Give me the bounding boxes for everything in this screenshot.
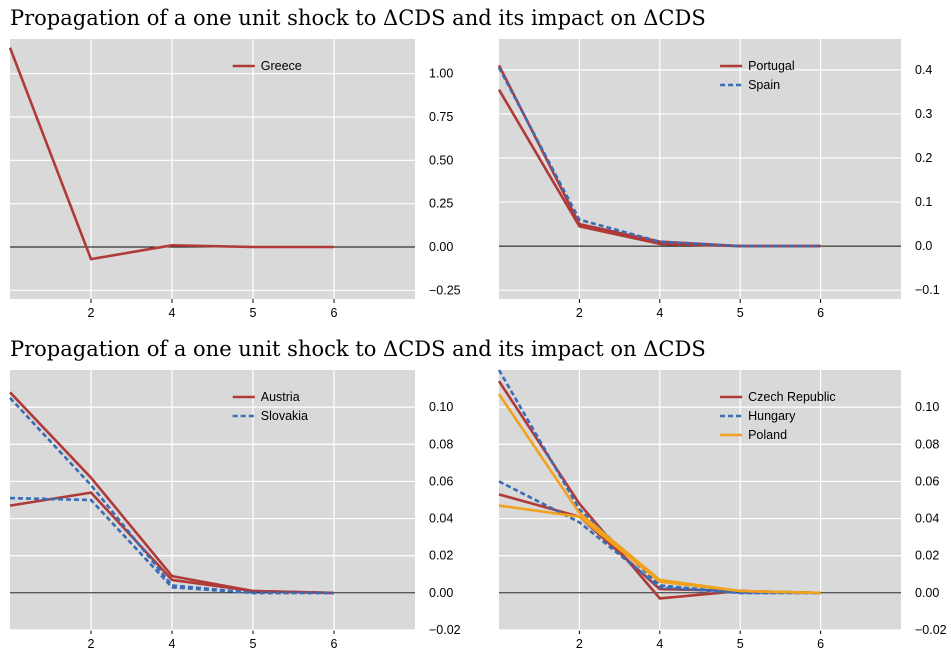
y-tick-label: 0.4	[915, 63, 932, 77]
legend-label: Slovakia	[261, 409, 308, 423]
plot-background	[499, 39, 901, 299]
y-tick-label: 0.00	[915, 586, 939, 600]
x-tick-label: 2	[88, 637, 95, 651]
y-tick-label: −0.02	[915, 623, 947, 637]
y-tick-label: 0.00	[429, 240, 453, 254]
series-line-poland	[498, 504, 821, 595]
x-tick-label: 6	[817, 306, 824, 320]
y-tick-label: 0.00	[429, 586, 453, 600]
y-tick-label: 0.08	[429, 437, 453, 451]
y-tick-label: 0.75	[429, 110, 453, 124]
y-tick-label: −0.1	[915, 283, 940, 297]
legend-label: Spain	[748, 78, 780, 92]
x-tick-label: 4	[656, 306, 663, 320]
section-title-bottom: Propagation of a one unit shock to ΔCDS …	[10, 337, 706, 361]
chart-czech-hungary-poland: 2 4 5 6 0.10 0.08 0.06 0.04 0.02 0.00 −0.02 Czech R…	[497, 369, 947, 651]
y-tick-label: 0.02	[429, 549, 453, 563]
x-tick-label: 5	[737, 637, 744, 651]
y-tick-label: 0.06	[429, 474, 453, 488]
y-tick-label: 0.04	[429, 512, 453, 526]
legend-label: Czech Republic	[748, 390, 836, 404]
y-tick-label: 0.3	[915, 107, 932, 121]
chart-greece: 2 4 5 6 1.00 0.75 0.50 0.25 0.00 −0.25 Greece	[8, 39, 461, 320]
y-tick-label: 0.0	[915, 239, 932, 253]
y-tick-label: 0.1	[915, 195, 932, 209]
legend-label: Austria	[261, 390, 300, 404]
x-tick-label: 5	[737, 306, 744, 320]
legend-label: Greece	[261, 59, 302, 73]
x-tick-label: 4	[169, 637, 176, 651]
x-tick-label: 5	[250, 637, 257, 651]
series-line-spain	[497, 66, 821, 248]
x-tick-label: 2	[88, 306, 95, 320]
y-tick-label: 1.00	[429, 67, 453, 81]
y-tick-label: 0.04	[915, 512, 939, 526]
x-tick-label: 4	[656, 637, 663, 651]
legend-label: Portugal	[748, 59, 795, 73]
x-tick-label: 6	[331, 306, 338, 320]
y-tick-label: 0.08	[915, 437, 939, 451]
y-tick-label: 0.02	[915, 549, 939, 563]
y-tick-label: −0.02	[429, 623, 461, 637]
y-tick-label: 0.06	[915, 474, 939, 488]
series-line-slovakia	[9, 496, 334, 595]
x-tick-label: 6	[817, 637, 824, 651]
chart-portugal-spain: 2 4 5 6 0.4 0.3 0.2 0.1 0.0 −0.1 Portugal Spain	[497, 39, 940, 320]
y-tick-label: 0.10	[915, 400, 939, 414]
y-tick-label: 0.10	[429, 400, 453, 414]
y-tick-label: 0.2	[915, 151, 932, 165]
y-tick-label: 0.25	[429, 197, 453, 211]
legend-label: Hungary	[748, 409, 796, 423]
x-tick-label: 6	[331, 637, 338, 651]
series-line-greece	[8, 47, 334, 261]
y-tick-label: −0.25	[429, 283, 461, 297]
x-tick-label: 2	[576, 637, 583, 651]
x-tick-label: 5	[250, 306, 257, 320]
x-tick-label: 4	[169, 306, 176, 320]
y-tick-label: 0.50	[429, 153, 453, 167]
plot-background	[10, 39, 415, 299]
chart-austria-slovakia: 2 4 5 6 0.10 0.08 0.06 0.04 0.02 0.00 −0.02 Austria…	[9, 370, 461, 651]
section-title-top: Propagation of a one unit shock to ΔCDS …	[10, 6, 706, 30]
x-tick-label: 2	[576, 306, 583, 320]
legend-label: Poland	[748, 428, 787, 442]
